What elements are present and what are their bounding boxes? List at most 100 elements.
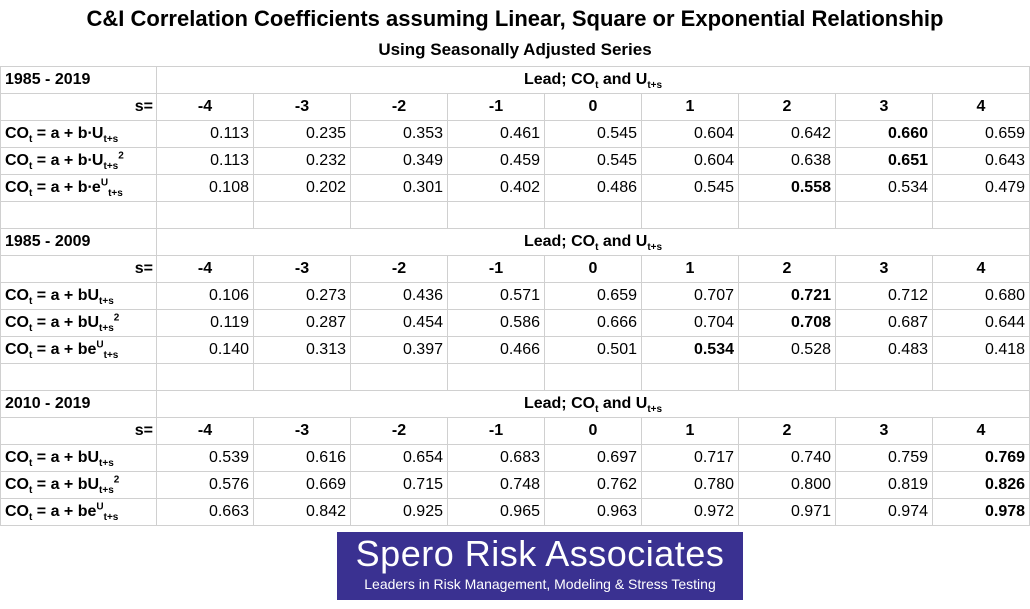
empty-cell xyxy=(544,363,642,391)
correlation-table: 1985 - 2019 Lead; COt and Ut+s s= -4 -3 -2 -1 0… xyxy=(0,66,1030,526)
coefficient-value: 0.740 xyxy=(790,449,831,466)
s-value-cell: -4 xyxy=(156,255,254,283)
coefficient-value: 0.819 xyxy=(887,476,928,493)
coefficient-cell: 0.539 xyxy=(156,444,254,472)
coefficient-value: 0.666 xyxy=(596,314,637,331)
eq-co: CO xyxy=(5,503,29,520)
coefficient-value: 0.466 xyxy=(499,341,540,358)
section-header-row: 1985 - 2019 Lead; COt and Ut+s xyxy=(0,66,1030,94)
coefficient-value: 0.643 xyxy=(984,152,1026,169)
eq-sub-t: t xyxy=(29,134,33,146)
s-value: 2 xyxy=(782,422,792,439)
s-value-cell: 1 xyxy=(641,417,739,445)
s-value-cell: -1 xyxy=(447,417,545,445)
s-value-cell: 2 xyxy=(738,93,836,121)
logo-name: Spero Risk Associates xyxy=(355,533,725,574)
coefficient-cell: 0.651 xyxy=(835,147,933,175)
coefficient-cell: 0.454 xyxy=(350,309,448,337)
s-value: -2 xyxy=(391,422,407,439)
coefficient-value: 0.963 xyxy=(596,503,637,520)
coefficient-cell: 0.571 xyxy=(447,282,545,310)
coefficient-value: 0.978 xyxy=(984,503,1026,520)
s-value-cell: -3 xyxy=(253,417,351,445)
table-row: COt = a + beUt+s 0.140 0.313 0.397 0.466 0.50… xyxy=(0,336,1030,364)
coefficient-cell: 0.762 xyxy=(544,471,642,499)
lead-header: Lead; COt and Ut+s xyxy=(155,66,1030,94)
coefficient-value: 0.528 xyxy=(790,341,831,358)
spacer-row xyxy=(0,201,1030,229)
eq-co: CO xyxy=(5,125,29,142)
coefficient-value: 0.663 xyxy=(208,503,249,520)
coefficient-value: 0.748 xyxy=(499,476,540,493)
empty-cell xyxy=(253,363,351,391)
coefficient-cell: 0.748 xyxy=(447,471,545,499)
coefficient-cell: 0.287 xyxy=(253,309,351,337)
coefficient-value: 0.486 xyxy=(596,179,637,196)
coefficient-value: 0.232 xyxy=(305,152,346,169)
table-row: COt = a + bUt+s2 0.576 0.669 0.715 0.748 0.76… xyxy=(0,471,1030,499)
s-value-cell: 3 xyxy=(835,417,933,445)
coefficient-value: 0.654 xyxy=(402,449,443,466)
s-label-text: s= xyxy=(134,98,153,115)
coefficient-cell: 0.759 xyxy=(835,444,933,472)
coefficient-cell: 0.353 xyxy=(350,120,448,148)
lead-mid: and U xyxy=(598,71,648,88)
coefficient-value: 0.349 xyxy=(402,152,443,169)
s-label: s= xyxy=(0,417,157,445)
lead-sub-ts: t+s xyxy=(647,242,663,254)
equation-label: COt = a + b∙Ut+s2 xyxy=(0,147,157,175)
coefficient-value: 0.397 xyxy=(402,341,443,358)
s-value: 4 xyxy=(976,422,986,439)
table-row: COt = a + bUt+s2 0.119 0.287 0.454 0.586 0.66… xyxy=(0,309,1030,337)
coefficient-cell: 0.971 xyxy=(738,498,836,526)
coefficient-value: 0.683 xyxy=(499,449,540,466)
eq-sub-ts: t+s xyxy=(103,134,119,146)
coefficient-value: 0.202 xyxy=(305,179,346,196)
coefficient-cell: 0.707 xyxy=(641,282,739,310)
coefficient-value: 0.119 xyxy=(210,314,249,331)
coefficient-value: 0.313 xyxy=(305,341,346,358)
coefficient-value: 0.680 xyxy=(984,287,1026,304)
eq-sub-ts: t+s xyxy=(103,350,119,362)
coefficient-value: 0.651 xyxy=(887,152,928,169)
coefficient-cell: 0.963 xyxy=(544,498,642,526)
lead-text: Lead; CO xyxy=(523,71,596,88)
coefficient-cell: 0.545 xyxy=(544,147,642,175)
coefficient-value: 0.712 xyxy=(887,287,928,304)
empty-cell xyxy=(156,363,254,391)
coefficient-cell: 0.663 xyxy=(156,498,254,526)
s-value: 3 xyxy=(879,422,889,439)
coefficient-cell: 0.644 xyxy=(931,309,1030,337)
coefficient-value: 0.769 xyxy=(984,449,1026,466)
eq-sub-ts: t+s xyxy=(99,458,114,470)
coefficient-value: 0.436 xyxy=(402,287,443,304)
coefficient-cell: 0.965 xyxy=(447,498,545,526)
eq-sub-ts: t+s xyxy=(99,323,114,335)
coefficient-cell: 0.108 xyxy=(156,174,254,202)
coefficient-value: 0.721 xyxy=(790,287,831,304)
coefficient-value: 0.402 xyxy=(499,179,540,196)
coefficient-cell: 0.202 xyxy=(253,174,351,202)
table-row: COt = a + b∙eUt+s 0.108 0.202 0.301 0.402 0.4… xyxy=(0,174,1030,202)
coefficient-cell: 0.558 xyxy=(738,174,836,202)
coefficient-cell: 0.301 xyxy=(350,174,448,202)
s-value: 1 xyxy=(685,260,695,277)
eq-body: = a + b∙e xyxy=(32,179,101,196)
coefficient-value: 0.483 xyxy=(887,341,928,358)
coefficient-cell: 0.486 xyxy=(544,174,642,202)
coefficient-cell: 0.643 xyxy=(931,147,1030,175)
coefficient-value: 0.459 xyxy=(499,152,540,169)
coefficient-cell: 0.972 xyxy=(641,498,739,526)
eq-co: CO xyxy=(5,449,29,466)
s-value: 0 xyxy=(588,260,598,277)
page-subtitle: Using Seasonally Adjusted Series xyxy=(378,40,652,59)
coefficient-cell: 0.638 xyxy=(738,147,836,175)
coefficient-cell: 0.479 xyxy=(931,174,1030,202)
coefficient-value: 0.659 xyxy=(596,287,637,304)
coefficient-value: 0.576 xyxy=(208,476,249,493)
coefficient-cell: 0.436 xyxy=(350,282,448,310)
coefficient-cell: 0.106 xyxy=(156,282,254,310)
coefficient-value: 0.461 xyxy=(499,125,540,142)
logo-tagline: Leaders in Risk Management, Modeling & S… xyxy=(364,576,716,592)
coefficient-value: 0.800 xyxy=(790,476,831,493)
